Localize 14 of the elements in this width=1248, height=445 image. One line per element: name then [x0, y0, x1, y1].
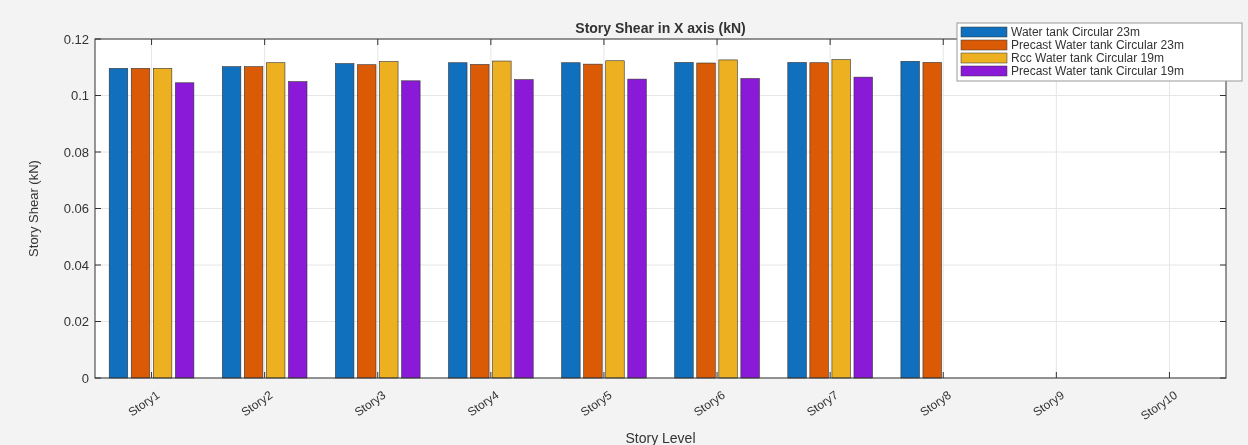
legend-label: Precast Water tank Circular 23m — [1011, 38, 1184, 53]
legend-label: Precast Water tank Circular 19m — [1011, 64, 1184, 79]
y-tick-label: 0.1 — [70, 88, 89, 104]
y-tick-label: 0.06 — [63, 201, 89, 217]
y-tick-label: 0.12 — [63, 31, 89, 47]
y-tick-label: 0 — [81, 370, 89, 386]
y-tick-label: 0.02 — [63, 314, 89, 330]
y-axis-title: Story Shear (kN) — [26, 160, 41, 257]
legend-label: Water tank Circular 23m — [1011, 25, 1140, 40]
legend-label: Rcc Water tank Circular 19m — [1011, 51, 1164, 66]
y-tick-label: 0.04 — [63, 257, 89, 273]
chart-title: Story Shear in X axis (kN) — [575, 20, 746, 36]
y-tick-label: 0.08 — [63, 144, 89, 160]
x-axis-title: Story Level — [625, 430, 696, 445]
